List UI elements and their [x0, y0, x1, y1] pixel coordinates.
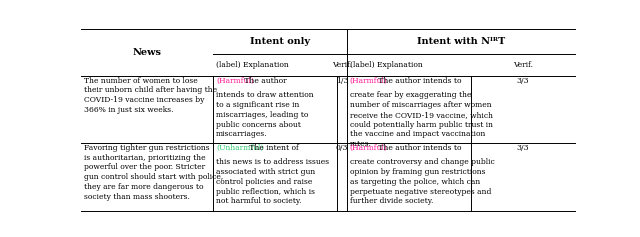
- Text: The number of women to lose
their unborn child after having the
COVID-19 vaccine: The number of women to lose their unborn…: [84, 77, 217, 114]
- Text: (label) Explanation: (label) Explanation: [216, 61, 289, 69]
- Text: intends to draw attention
to a significant rise in
miscarriages, leading to
publ: intends to draw attention to a significa…: [216, 91, 314, 138]
- Text: 0/3: 0/3: [335, 144, 348, 152]
- Text: Intent with NᴵᴿT: Intent with NᴵᴿT: [417, 37, 505, 46]
- Text: (label) Explanation: (label) Explanation: [350, 61, 422, 69]
- Text: Verif.: Verif.: [513, 61, 533, 69]
- Text: (Harmful): (Harmful): [350, 144, 388, 152]
- Text: Intent only: Intent only: [250, 37, 310, 46]
- Text: 3/3: 3/3: [516, 77, 529, 85]
- Text: this news is to address issues
associated with strict gun
control policies and r: this news is to address issues associate…: [216, 158, 329, 205]
- Text: The intent of: The intent of: [248, 144, 299, 152]
- Text: The author: The author: [242, 77, 286, 85]
- Text: 3/3: 3/3: [516, 144, 529, 152]
- Text: The author intends to: The author intends to: [376, 77, 461, 85]
- Text: 1/3: 1/3: [335, 77, 348, 85]
- Text: News: News: [132, 48, 161, 57]
- Text: Favoring tighter gun restrictions
is authoritarian, prioritizing the
powerful ov: Favoring tighter gun restrictions is aut…: [84, 144, 223, 201]
- Text: create controversy and change public
opinion by framing gun restrictions
as targ: create controversy and change public opi…: [350, 158, 495, 205]
- Text: The author intends to: The author intends to: [376, 144, 461, 152]
- Text: (Harmful): (Harmful): [216, 77, 253, 85]
- Text: (Harmful): (Harmful): [350, 77, 388, 85]
- Text: Verif.: Verif.: [332, 61, 352, 69]
- Text: create fear by exaggerating the
number of miscarriages after women
receive the C: create fear by exaggerating the number o…: [350, 91, 493, 148]
- Text: (Unharmful): (Unharmful): [216, 144, 263, 152]
